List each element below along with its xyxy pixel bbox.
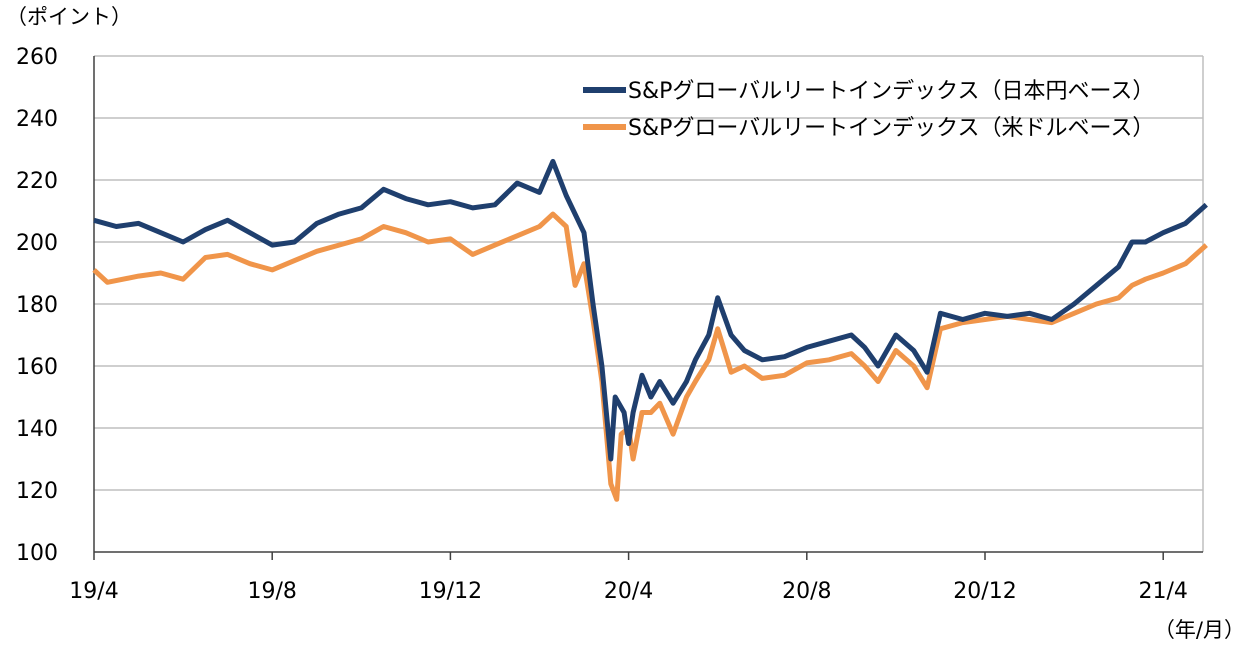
x-tick-label: 20/12 [953,579,1016,604]
legend: S&Pグローバルリートインデックス（日本円ベース） S&Pグローバルリートインデ… [583,79,1154,141]
y-tick-label: 180 [16,293,58,318]
y-tick-label: 140 [16,417,58,442]
legend-label-jpy: S&Pグローバルリートインデックス（日本円ベース） [628,79,1154,104]
x-axis-title: （年/月） [1154,618,1245,642]
y-tick-labels: 100 120 140 160 180 200 220 240 260 [16,45,58,566]
y-tick-label: 160 [16,355,58,380]
series-lines [92,158,1208,502]
x-tick-label: 19/4 [69,579,118,604]
series-line-jpy [93,158,1208,462]
y-axis-title: （ポイント） [6,5,132,29]
y-tick-label: 100 [16,541,58,566]
legend-label-usd: S&Pグローバルリートインデックス（米ドルベース） [628,116,1154,141]
x-tick-labels: 19/4 19/8 19/12 20/4 20/8 20/12 21/4 [69,579,1188,604]
series-line-usd [92,211,1208,502]
y-tick-label: 240 [16,107,58,132]
x-tick-label: 19/8 [247,579,296,604]
x-tick-label: 21/4 [1138,579,1187,604]
x-tick-label: 20/8 [782,579,831,604]
y-tick-label: 260 [16,45,58,70]
x-tick-label: 19/12 [419,579,482,604]
y-tick-label: 200 [16,231,58,256]
x-tick-label: 20/4 [604,579,653,604]
y-tick-label: 220 [16,169,58,194]
y-tick-label: 120 [16,479,58,504]
